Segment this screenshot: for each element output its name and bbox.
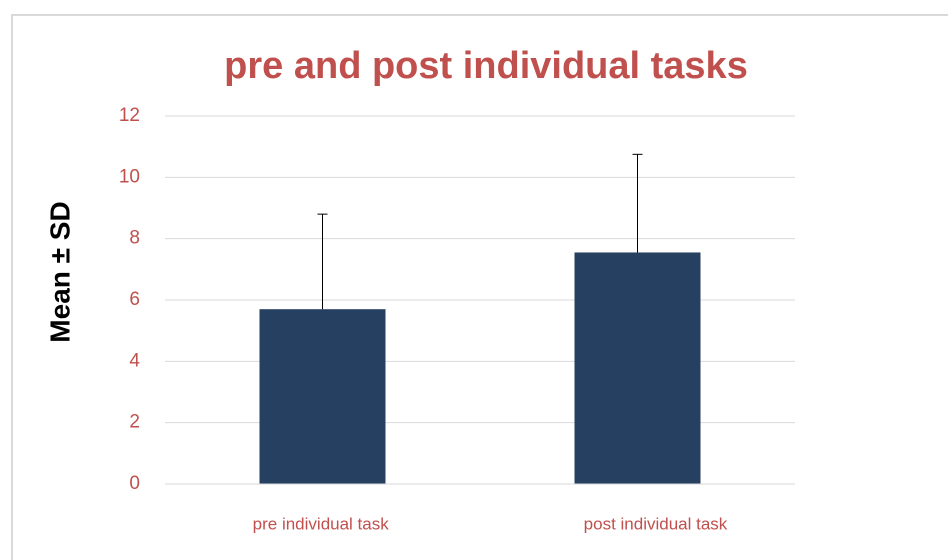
bar (574, 252, 701, 484)
chart-title: pre and post individual tasks (224, 45, 748, 87)
y-tick-label: 10 (119, 166, 140, 187)
x-tick-label: post individual task (584, 514, 728, 533)
y-tick-label: 4 (129, 350, 140, 371)
bar (259, 309, 386, 484)
y-tick-label: 2 (129, 412, 140, 433)
x-tick-label: pre individual task (253, 514, 390, 533)
y-tick-label: 0 (129, 473, 140, 494)
y-axis-label: Mean ± SD (44, 201, 75, 342)
y-tick-label: 6 (129, 289, 140, 310)
y-tick-label: 8 (129, 228, 140, 249)
y-tick-label: 12 (119, 105, 140, 126)
chart-frame (11, 14, 948, 560)
